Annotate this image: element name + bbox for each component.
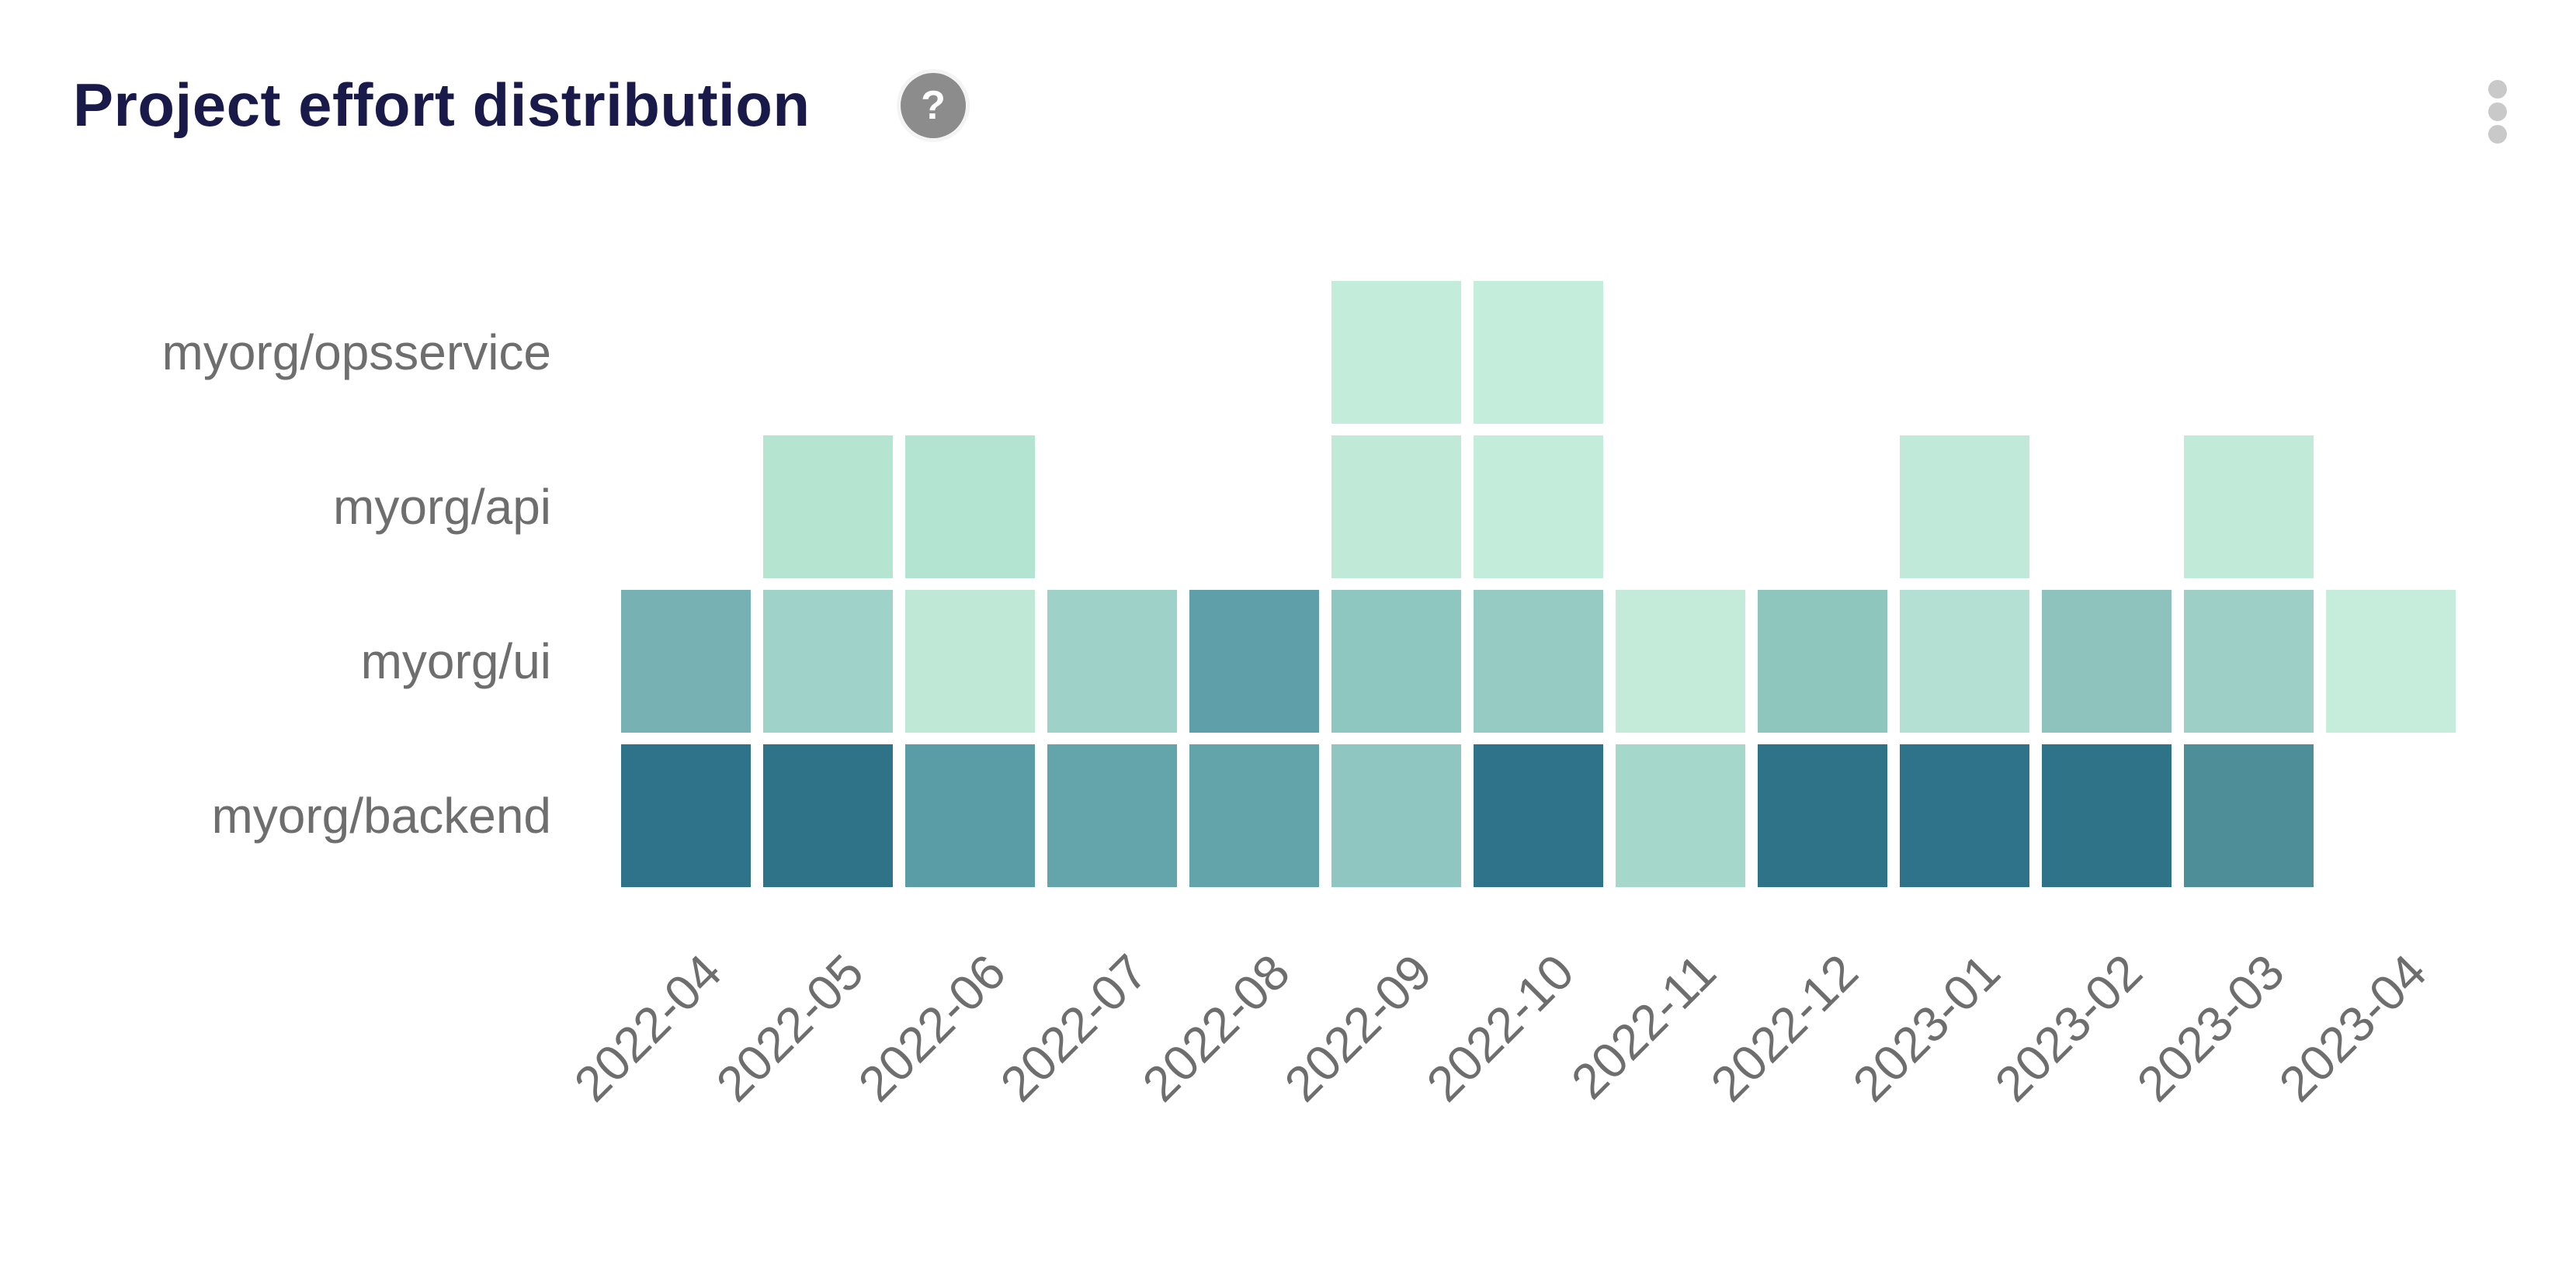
x-axis-label: 2022-04 bbox=[563, 943, 732, 1112]
heatmap-cell[interactable] bbox=[621, 744, 751, 887]
heatmap-cell[interactable] bbox=[1331, 590, 1461, 733]
page-title: Project effort distribution bbox=[73, 71, 811, 139]
heatmap-cell[interactable] bbox=[1758, 590, 1887, 733]
heatmap-cell[interactable] bbox=[1047, 590, 1177, 733]
x-axis-label: 2022-07 bbox=[989, 943, 1158, 1112]
kebab-dot bbox=[2488, 80, 2507, 99]
heatmap-cell[interactable] bbox=[763, 590, 893, 733]
question-mark-glyph: ? bbox=[921, 83, 946, 128]
heatmap-cell[interactable] bbox=[2184, 435, 2314, 578]
heatmap-cell[interactable] bbox=[1331, 435, 1461, 578]
y-axis-label: myorg/api bbox=[333, 479, 551, 535]
heatmap-cell[interactable] bbox=[2326, 590, 2456, 733]
x-axis-label: 2022-11 bbox=[1560, 943, 1727, 1110]
kebab-dot bbox=[2488, 102, 2507, 121]
help-icon[interactable]: ? bbox=[901, 73, 966, 138]
heatmap-cell[interactable] bbox=[621, 590, 751, 733]
heatmap-cell[interactable] bbox=[1474, 281, 1603, 424]
heatmap-cell[interactable] bbox=[1189, 744, 1319, 887]
heatmap-cell[interactable] bbox=[905, 744, 1035, 887]
heatmap-cell[interactable] bbox=[905, 590, 1035, 733]
heatmap-cell[interactable] bbox=[2042, 590, 2172, 733]
heatmap-cell[interactable] bbox=[763, 435, 893, 578]
heatmap-cell[interactable] bbox=[763, 744, 893, 887]
heatmap-cell[interactable] bbox=[1189, 590, 1319, 733]
y-axis-label: myorg/backend bbox=[211, 788, 551, 844]
heatmap-cell[interactable] bbox=[2184, 744, 2314, 887]
heatmap-cell[interactable] bbox=[1474, 744, 1603, 887]
y-axis-label: myorg/ui bbox=[360, 633, 551, 689]
x-axis-label: 2023-04 bbox=[2268, 943, 2437, 1112]
heatmap-cell[interactable] bbox=[1047, 744, 1177, 887]
kebab-menu-icon[interactable] bbox=[2488, 80, 2507, 144]
x-axis-label: 2022-10 bbox=[1415, 943, 1585, 1112]
heatmap-cell[interactable] bbox=[1331, 744, 1461, 887]
heatmap-cell[interactable] bbox=[1758, 744, 1887, 887]
x-axis-label: 2022-12 bbox=[1699, 943, 1869, 1112]
x-axis-label: 2023-02 bbox=[1984, 943, 2153, 1112]
heatmap-cell[interactable] bbox=[1900, 590, 2029, 733]
heatmap-cell[interactable] bbox=[1616, 590, 1745, 733]
heatmap-cell[interactable] bbox=[2042, 744, 2172, 887]
x-axis-label: 2023-01 bbox=[1842, 943, 2011, 1112]
heatmap-cell[interactable] bbox=[1474, 435, 1603, 578]
heatmap-cell[interactable] bbox=[1331, 281, 1461, 424]
x-axis-label: 2022-05 bbox=[705, 943, 874, 1112]
x-axis-label: 2023-03 bbox=[2126, 943, 2295, 1112]
heatmap-cell[interactable] bbox=[1900, 744, 2029, 887]
heatmap-cell[interactable] bbox=[2184, 590, 2314, 733]
y-axis-label: myorg/opsservice bbox=[161, 324, 552, 380]
heatmap-cell[interactable] bbox=[1474, 590, 1603, 733]
x-axis-label: 2022-09 bbox=[1273, 943, 1442, 1112]
heatmap-cell[interactable] bbox=[1900, 435, 2029, 578]
heatmap-cell[interactable] bbox=[905, 435, 1035, 578]
x-axis-label: 2022-06 bbox=[847, 943, 1016, 1112]
x-axis-label: 2022-08 bbox=[1131, 943, 1300, 1112]
heatmap-cell[interactable] bbox=[1616, 744, 1745, 887]
kebab-dot bbox=[2488, 125, 2507, 144]
